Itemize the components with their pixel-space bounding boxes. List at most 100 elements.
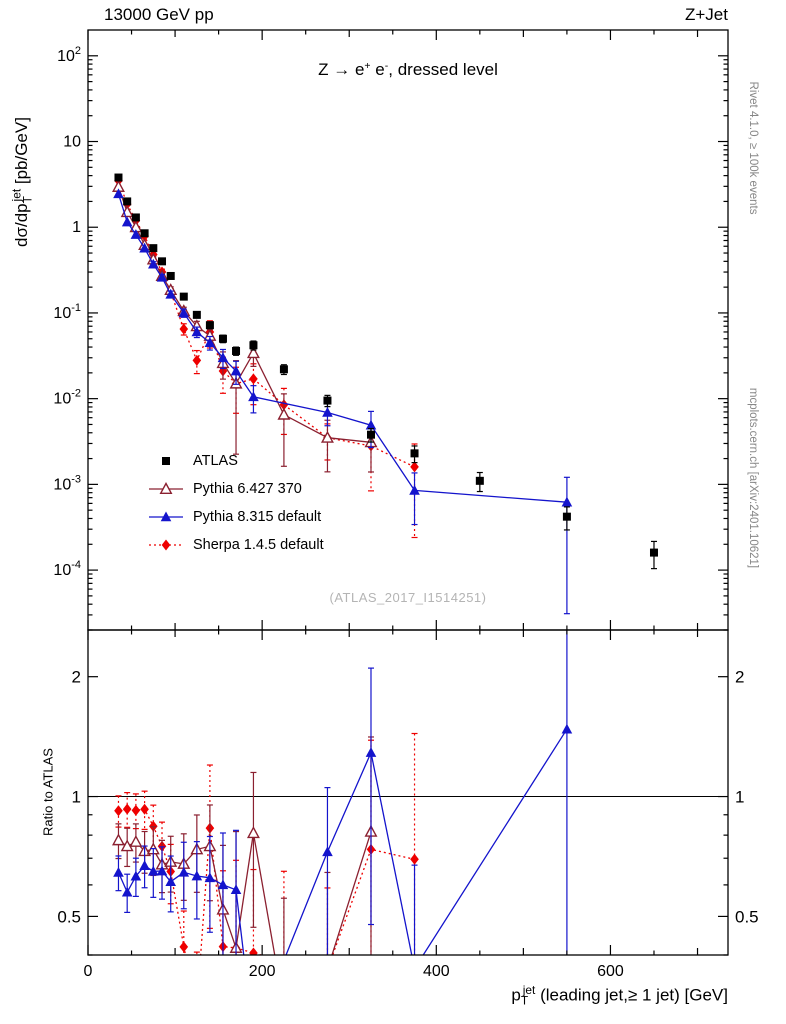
- analysis-watermark: (ATLAS_2017_I1514251): [329, 590, 487, 605]
- y-tick-label: 1: [72, 219, 81, 236]
- triangle-marker: [165, 876, 177, 887]
- legend-label: Sherpa 1.4.5 default: [193, 537, 324, 553]
- triangle-marker: [230, 365, 242, 376]
- square-marker: [114, 173, 123, 182]
- triangle-marker: [217, 352, 229, 363]
- square-marker: [131, 213, 140, 222]
- diamond-marker: [410, 461, 419, 473]
- triangle-marker: [139, 242, 150, 253]
- open-triangle-marker: [246, 826, 260, 839]
- open-triangle-marker: [320, 430, 334, 443]
- triangle-marker: [130, 870, 142, 881]
- triangle-marker: [178, 307, 190, 318]
- ratio-tick-label-right: 2: [735, 668, 744, 687]
- ratio-tick-label-left: 0.5: [57, 907, 81, 926]
- square-marker: [475, 476, 484, 485]
- pythia6-marker-icon: [146, 481, 190, 497]
- square-marker: [323, 396, 332, 405]
- triangle-marker: [409, 963, 420, 973]
- triangle-marker: [148, 865, 159, 876]
- axes: 0 200 400 600 102 10 1 10-1 10-2 10-3 10-4 2 2 1 1 0.5 0…: [53, 30, 759, 980]
- triangle-marker: [365, 747, 377, 757]
- legend-label: Pythia 6.427 370: [193, 481, 302, 497]
- square-marker: [162, 457, 170, 465]
- triangle-marker: [322, 846, 333, 857]
- y-tick-label: 102: [57, 45, 81, 65]
- x-tick-label: 600: [597, 963, 624, 980]
- ratio-tick-label-right: 1: [735, 788, 744, 807]
- diamond-marker: [122, 803, 132, 815]
- beam-energy-label: 13000 GeV pp: [104, 5, 214, 24]
- open-triangle-marker: [129, 834, 143, 847]
- legend-item-sherpa: Sherpa 1.4.5 default: [146, 531, 324, 559]
- square-marker: [123, 197, 132, 206]
- triangle-marker: [121, 216, 133, 227]
- triangle-marker: [322, 406, 333, 417]
- diamond-marker: [249, 373, 258, 385]
- y-axis-label-main: dσ/dpTjet [pb/GeV]: [9, 117, 35, 247]
- legend-label: ATLAS: [193, 453, 238, 469]
- diamond-marker: [280, 955, 289, 966]
- title-text2: e: [370, 60, 385, 79]
- diamond-marker: [131, 804, 141, 816]
- triangle-marker: [204, 872, 216, 883]
- plot-title: Z → e+ e-, dressed level: [88, 60, 728, 80]
- triangle-marker: [156, 865, 168, 876]
- square-marker: [366, 430, 375, 439]
- sherpa-marker-icon: [146, 537, 190, 553]
- title-text3: , dressed level: [388, 60, 498, 79]
- triangle-marker: [113, 188, 124, 199]
- legend: ATLAS Pythia 6.427 370 Pythia 8.315 defa…: [146, 447, 324, 559]
- square-marker: [140, 229, 149, 238]
- triangle-marker: [148, 258, 159, 269]
- diamond-marker: [192, 354, 202, 366]
- y-tick-label: 10-1: [53, 302, 81, 322]
- diamond-marker: [179, 941, 189, 953]
- square-marker: [166, 271, 175, 280]
- square-marker: [232, 346, 241, 355]
- triangle-marker: [204, 337, 216, 347]
- x-tick-label: 200: [249, 963, 276, 980]
- square-marker: [192, 310, 201, 319]
- y-axis-label-ratio: Ratio to ATLAS: [40, 748, 56, 836]
- x-tick-label: 0: [84, 963, 93, 980]
- square-icon: [162, 457, 170, 465]
- square-marker: [410, 449, 419, 458]
- triangle-marker: [130, 229, 142, 239]
- diamond-marker: [140, 803, 149, 815]
- y-tick-label: 10-3: [53, 473, 81, 493]
- triangle-marker: [561, 496, 573, 507]
- pythia8-marker-icon: [146, 509, 190, 525]
- legend-label: Pythia 8.315 default: [193, 509, 322, 525]
- main-panel-series: [112, 173, 658, 615]
- diamond-marker: [114, 805, 123, 817]
- triangle-marker: [409, 484, 420, 495]
- rivet-version-note: Rivet 4.1.0, ≥ 100k events: [747, 81, 759, 215]
- ratio-panel-series: [88, 630, 728, 1012]
- diamond-marker: [323, 964, 332, 975]
- y-tick-label: 10-2: [53, 388, 81, 408]
- triangle-marker: [139, 860, 150, 870]
- atlas-marker-icon: [146, 453, 190, 469]
- triangle-open-icon: [149, 482, 183, 494]
- triangle-marker: [160, 511, 172, 522]
- triangle-marker: [561, 723, 573, 734]
- triangle-marker: [121, 886, 133, 897]
- open-triangle-marker: [112, 833, 125, 846]
- square-marker: [205, 321, 214, 330]
- diamond-marker: [161, 539, 171, 551]
- title-sup-plus: +: [364, 60, 371, 73]
- legend-item-atlas: ATLAS: [146, 447, 324, 475]
- open-triangle-marker: [120, 839, 134, 852]
- triangle-marker: [248, 391, 259, 402]
- triangle-marker: [156, 271, 168, 282]
- triangle-marker: [365, 419, 377, 430]
- title-sup-minus: -: [384, 60, 389, 73]
- open-triangle-marker: [159, 482, 173, 494]
- ratio-tick-label-left: 2: [72, 668, 81, 687]
- process-label: Z+Jet: [685, 5, 728, 24]
- open-triangle-marker: [279, 1002, 290, 1012]
- diamond-marker: [410, 853, 419, 865]
